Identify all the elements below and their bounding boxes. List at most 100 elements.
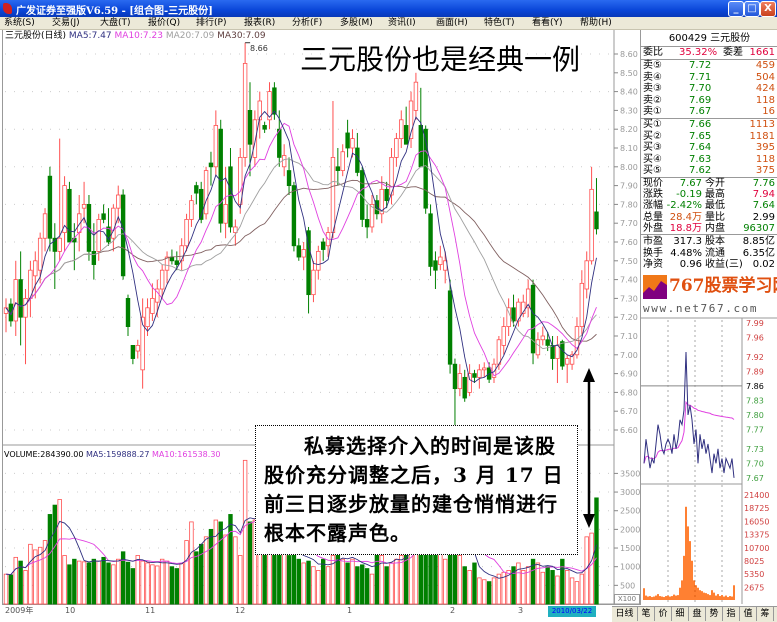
volume-bar [291, 547, 297, 605]
candle [355, 132, 360, 177]
close-button[interactable]: X [760, 1, 776, 17]
candle [223, 166, 228, 239]
candle [13, 260, 18, 336]
menu-item-9[interactable]: 画面(H) [436, 18, 468, 28]
sells-label: 卖② [643, 94, 662, 106]
intraday-volume-bar [713, 592, 715, 600]
bottom-tab-8[interactable]: 筹 [757, 607, 774, 621]
ma30-legend: MA30:7.09 [217, 31, 266, 41]
stat-value: 6.35亿 [742, 247, 775, 259]
candle-body [418, 125, 423, 168]
maximize-button[interactable]: □ [744, 1, 760, 17]
candle [413, 72, 419, 120]
intraday-volume-bar [727, 597, 729, 600]
volume-tick-label: 2000 [620, 525, 640, 534]
candle-body [135, 344, 140, 352]
intraday-volume-bar [675, 595, 677, 600]
bottom-tab-6[interactable]: 指 [723, 607, 740, 621]
candle [42, 208, 48, 252]
volume-bar [340, 558, 345, 605]
candle-body [579, 282, 585, 327]
candle-body [550, 344, 555, 359]
candle [106, 208, 111, 246]
candle [140, 298, 145, 389]
stat-label: 最低 [705, 200, 725, 212]
candle [277, 110, 282, 167]
intraday-price-tick: 7.99 [746, 319, 764, 328]
volume-bar [247, 521, 253, 605]
volume-bar [23, 570, 28, 605]
volume-bar [389, 562, 394, 605]
intraday-volume-tick: 5350 [744, 570, 764, 579]
intraday-volume-bar [693, 580, 695, 600]
menu-item-12[interactable]: 帮助(H) [580, 18, 612, 28]
candle-body [242, 63, 248, 158]
price-tick-label: 7.20 [620, 313, 638, 322]
intraday-volume-bar [669, 596, 671, 600]
volume-bar [111, 564, 116, 605]
candle-body [42, 213, 48, 239]
candle [569, 351, 575, 370]
menu-item-1[interactable]: 交易(J) [52, 18, 80, 28]
bottom-tab-1[interactable]: 笔 [638, 607, 655, 621]
candle [535, 332, 541, 359]
candle-body [203, 170, 209, 215]
candle-body [340, 151, 345, 171]
bottom-tab-7[interactable]: 值 [740, 607, 757, 621]
volume-bar [116, 558, 121, 605]
bottom-tab-3[interactable]: 细 [672, 607, 689, 621]
volume-bar [374, 551, 380, 605]
bottom-tab-2[interactable]: 价 [655, 607, 672, 621]
candle [560, 339, 565, 370]
candle-body [106, 226, 111, 243]
candle-body [584, 260, 589, 290]
candle [47, 166, 53, 252]
chart-legend: 三元股份(日线) MA5:7.47 MA10:7.23 MA20:7.09 MA… [5, 31, 266, 42]
stat-value: -2.42% [666, 200, 702, 212]
kline-chart[interactable]: 8.60 8.50 8.40 8.30 8.20 8.10 8.00 7.90 7.80 7.70… [0, 0, 640, 621]
menu-item-5[interactable]: 报表(R) [244, 18, 276, 28]
menu-item-2[interactable]: 大盘(T) [100, 18, 131, 28]
date-label: 2 [450, 606, 456, 615]
candle [565, 354, 570, 383]
candle-body [174, 260, 179, 265]
volume-bar [325, 566, 331, 605]
menu-item-11[interactable]: 看看(Y) [532, 18, 563, 28]
candle-body [496, 339, 502, 365]
candle-body [228, 166, 233, 228]
volume-bar [145, 562, 150, 605]
intraday-volume-bar [719, 596, 721, 600]
cursor-date-label: 2010/03/22 [548, 606, 596, 617]
bottom-tab-0[interactable]: 日线 [612, 607, 638, 621]
menu-item-10[interactable]: 特色(T) [484, 18, 515, 28]
menu-item-4[interactable]: 排行(P) [196, 18, 227, 28]
menu-item-0[interactable]: 系统(S) [4, 18, 35, 28]
menu-item-3[interactable]: 报价(Q) [148, 18, 181, 28]
volume-bar [550, 570, 555, 605]
volume-bar [130, 568, 136, 605]
menu-item-8[interactable]: 资讯(I) [388, 18, 416, 28]
minimize-button[interactable]: _ [728, 1, 744, 17]
date-label: 10 [65, 606, 76, 615]
price-tick-label: 8.10 [620, 144, 638, 153]
candle [311, 260, 316, 303]
intraday-volume-bar [703, 592, 705, 600]
intraday-volume-bar [657, 594, 659, 600]
menu-item-7[interactable]: 多股(M) [340, 18, 373, 28]
quote-stat-row: 换手 4.48% 流通 6.35亿 [641, 248, 777, 259]
price-tick-label: 8.00 [620, 163, 638, 172]
candle [208, 151, 214, 186]
quote-stat-row: 涨幅 -2.42% 最低 7.64 [641, 200, 777, 211]
candle-body [262, 125, 267, 130]
volume-bar [42, 540, 48, 605]
candle-body [296, 245, 301, 258]
candle [330, 101, 336, 239]
intraday-volume-bar [715, 595, 717, 600]
candle [101, 204, 106, 224]
intraday-volume-bar [643, 588, 645, 600]
stat-label: 现价 [643, 178, 663, 189]
volume-bar [360, 564, 365, 605]
bottom-tab-4[interactable]: 盘 [689, 607, 706, 621]
menu-item-6[interactable]: 分析(F) [292, 18, 323, 28]
bottom-tab-5[interactable]: 势 [706, 607, 723, 621]
